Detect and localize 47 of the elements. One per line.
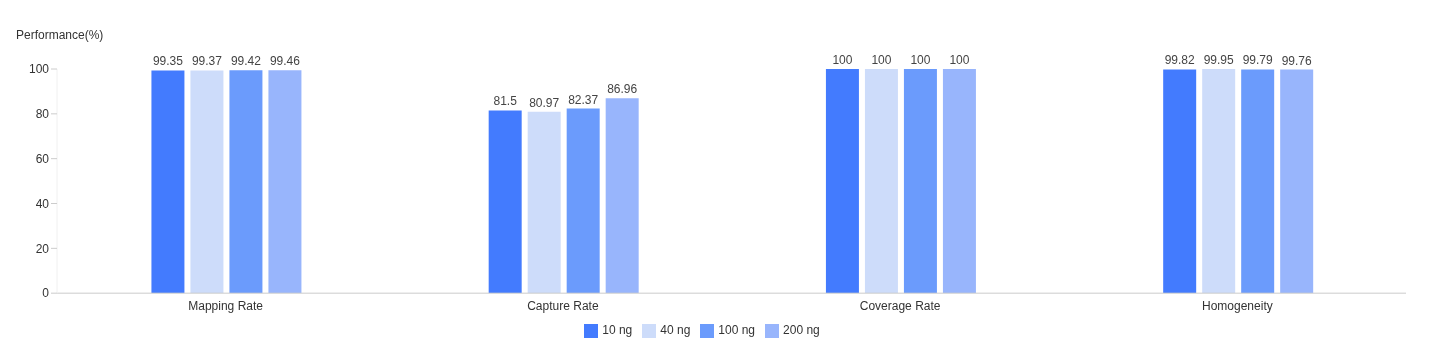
bar [527, 111, 561, 294]
x-tick-label: Coverage Rate [859, 298, 941, 313]
y-tick-label: 40 [35, 196, 50, 211]
bar [942, 69, 976, 294]
data-label: 99.37 [191, 54, 223, 69]
bar [488, 110, 522, 294]
bar [1202, 69, 1236, 294]
y-tick-label: 60 [35, 151, 50, 166]
bar [566, 108, 600, 294]
data-label: 100 [871, 53, 892, 67]
bar [151, 70, 185, 294]
x-tick-label: Mapping Rate [188, 298, 264, 313]
y-tick-label: 0 [42, 286, 50, 301]
bar [605, 98, 639, 294]
bar [229, 70, 263, 294]
data-label: 100 [949, 53, 970, 67]
x-tick-label: Capture Rate [527, 298, 599, 313]
y-tick-label: 100 [28, 62, 50, 77]
data-label: 100 [910, 53, 931, 67]
bar [1280, 69, 1314, 294]
legend-label: 40 ng [660, 323, 691, 338]
data-label: 99.82 [1164, 53, 1196, 68]
data-label: 99.79 [1242, 53, 1274, 68]
bar [190, 70, 224, 294]
y-axis-title: Performance(%) [16, 28, 104, 42]
bar [825, 69, 859, 294]
data-label: 82.37 [568, 92, 599, 107]
y-tick-label: 80 [35, 107, 50, 122]
bar [864, 69, 898, 294]
bar [903, 69, 937, 294]
bar [1241, 69, 1275, 294]
data-label: 99.42 [230, 54, 262, 69]
x-tick-label: Homogeneity [1202, 298, 1273, 313]
data-label: 86.96 [607, 82, 638, 97]
data-label: 99.46 [269, 54, 301, 69]
data-label: 81.5 [493, 94, 518, 109]
data-label: 80.97 [529, 95, 560, 110]
legend-label: 100 ng [718, 323, 756, 338]
data-label: 99.35 [152, 54, 184, 69]
bar [1163, 69, 1197, 294]
data-label: 100 [832, 53, 853, 67]
bar [268, 70, 302, 294]
legend-label: 200 ng [783, 323, 820, 338]
data-label: 99.95 [1203, 53, 1235, 68]
y-tick-label: 20 [35, 241, 50, 256]
data-label: 99.76 [1281, 53, 1313, 68]
legend-label: 10 ng [602, 323, 633, 338]
